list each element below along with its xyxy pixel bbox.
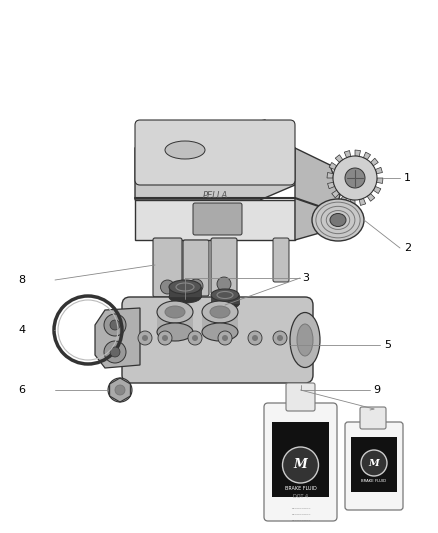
Text: ___________: ___________ [291, 511, 310, 515]
Polygon shape [329, 163, 337, 169]
Ellipse shape [165, 141, 205, 159]
Text: BRAKE FLUID: BRAKE FLUID [361, 479, 387, 483]
FancyBboxPatch shape [193, 203, 242, 235]
Circle shape [110, 320, 120, 330]
Text: 9: 9 [373, 385, 380, 395]
Ellipse shape [157, 323, 193, 341]
Circle shape [104, 341, 126, 363]
Circle shape [189, 279, 203, 293]
Polygon shape [295, 148, 340, 240]
Circle shape [192, 335, 198, 341]
Text: 6: 6 [18, 385, 25, 395]
FancyBboxPatch shape [272, 422, 329, 497]
FancyBboxPatch shape [345, 422, 403, 510]
FancyBboxPatch shape [286, 383, 315, 411]
Circle shape [217, 277, 231, 291]
Polygon shape [377, 178, 383, 183]
Polygon shape [359, 198, 366, 205]
Polygon shape [328, 182, 335, 189]
Text: BRAKE FLUID: BRAKE FLUID [285, 487, 316, 491]
Circle shape [273, 331, 287, 345]
Text: 3: 3 [302, 273, 309, 283]
FancyBboxPatch shape [211, 238, 237, 294]
FancyBboxPatch shape [135, 120, 295, 185]
Circle shape [108, 378, 132, 402]
FancyBboxPatch shape [273, 238, 289, 282]
Polygon shape [95, 308, 140, 368]
Circle shape [218, 331, 232, 345]
Ellipse shape [297, 324, 313, 356]
FancyBboxPatch shape [183, 240, 209, 296]
Polygon shape [135, 200, 295, 240]
FancyBboxPatch shape [211, 295, 239, 304]
Ellipse shape [157, 301, 193, 323]
FancyBboxPatch shape [157, 312, 193, 332]
Polygon shape [375, 167, 382, 174]
Ellipse shape [202, 323, 238, 341]
Ellipse shape [169, 291, 201, 303]
Circle shape [222, 335, 228, 341]
FancyBboxPatch shape [122, 297, 313, 383]
Polygon shape [364, 152, 371, 160]
Text: 1: 1 [404, 173, 411, 183]
Circle shape [333, 156, 377, 200]
FancyBboxPatch shape [360, 407, 386, 429]
Text: M: M [369, 458, 379, 467]
Circle shape [345, 168, 365, 188]
Polygon shape [344, 150, 351, 158]
FancyBboxPatch shape [264, 403, 337, 521]
Circle shape [252, 335, 258, 341]
Circle shape [158, 331, 172, 345]
Text: DOT 4: DOT 4 [293, 495, 308, 499]
FancyBboxPatch shape [202, 312, 238, 332]
Polygon shape [327, 173, 333, 178]
Ellipse shape [165, 306, 185, 318]
Polygon shape [350, 199, 355, 206]
Ellipse shape [330, 214, 346, 227]
Circle shape [283, 447, 318, 483]
FancyBboxPatch shape [153, 238, 182, 297]
Circle shape [277, 335, 283, 341]
Circle shape [142, 335, 148, 341]
Text: 2: 2 [404, 243, 411, 253]
Text: 5: 5 [384, 340, 391, 350]
FancyBboxPatch shape [351, 437, 397, 492]
Ellipse shape [202, 301, 238, 323]
Ellipse shape [290, 312, 320, 367]
Circle shape [104, 314, 126, 336]
Ellipse shape [210, 306, 230, 318]
Polygon shape [367, 193, 375, 201]
Text: M: M [293, 458, 307, 472]
Text: ___________: ___________ [291, 517, 310, 521]
Text: 8: 8 [18, 275, 25, 285]
FancyBboxPatch shape [169, 287, 201, 297]
Polygon shape [339, 196, 346, 204]
Circle shape [188, 331, 202, 345]
Ellipse shape [211, 289, 239, 301]
Polygon shape [335, 155, 343, 163]
Ellipse shape [169, 280, 201, 294]
Text: PELLA: PELLA [202, 190, 228, 199]
Polygon shape [135, 120, 295, 200]
Circle shape [110, 347, 120, 357]
Circle shape [361, 450, 387, 476]
Circle shape [248, 331, 262, 345]
Ellipse shape [312, 199, 364, 241]
Text: ___________: ___________ [291, 505, 310, 509]
Polygon shape [332, 190, 339, 198]
Polygon shape [373, 187, 381, 193]
Circle shape [162, 335, 168, 341]
Circle shape [138, 331, 152, 345]
Polygon shape [355, 150, 360, 156]
Circle shape [160, 280, 174, 294]
Polygon shape [371, 158, 378, 166]
Ellipse shape [211, 299, 239, 309]
Circle shape [115, 385, 125, 395]
Text: 4: 4 [18, 325, 25, 335]
